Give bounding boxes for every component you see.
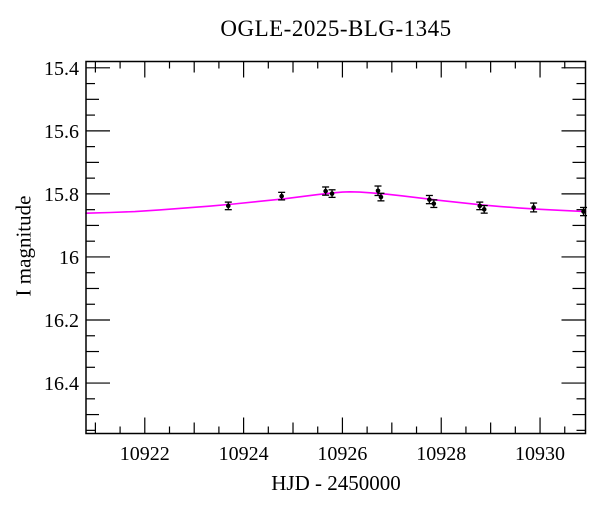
y-tick-label: 16 [59, 247, 79, 269]
data-point [427, 197, 432, 202]
data-point [323, 188, 328, 194]
x-tick-label: 10924 [219, 443, 269, 465]
y-tick-label: 15.8 [44, 184, 79, 206]
data-point [477, 203, 483, 209]
x-tick-label: 10930 [515, 443, 565, 465]
x-tick-label: 10926 [317, 443, 367, 465]
data-point [581, 209, 586, 214]
y-tick-label: 15.6 [44, 121, 79, 143]
data-point [279, 193, 284, 199]
data-point [481, 207, 487, 212]
plot-frame [85, 60, 587, 435]
data-point [375, 188, 381, 194]
model-curve [85, 191, 587, 214]
data-point [378, 194, 384, 200]
data-point [531, 205, 536, 210]
data-point [329, 191, 335, 196]
x-tick-label: 10922 [120, 443, 170, 465]
data-point [225, 203, 231, 209]
chart-title: OGLE-2025-BLG-1345 [220, 16, 452, 41]
y-axis-label: I magnitude [11, 195, 36, 297]
data-point [431, 201, 437, 206]
y-tick-label: 16.2 [44, 310, 79, 332]
x-tick-label: 10928 [416, 443, 466, 465]
y-tick-label: 16.4 [44, 373, 79, 395]
x-axis-label: HJD - 2450000 [271, 471, 401, 495]
y-tick-label: 15.4 [44, 58, 79, 80]
